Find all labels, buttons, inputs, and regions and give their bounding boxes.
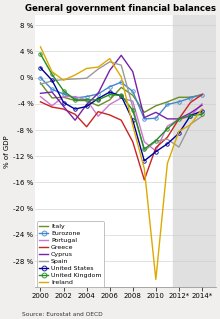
Text: Source: Eurostat and OECD: Source: Eurostat and OECD <box>22 312 103 317</box>
Bar <box>173 15 216 287</box>
Y-axis label: % of GDP: % of GDP <box>4 135 10 168</box>
Legend: Italy, Eurozone, Portugal, Greece, Cyprus, Spain, United States, United Kingdom,: Italy, Eurozone, Portugal, Greece, Cypru… <box>37 221 104 287</box>
Text: General government financial balances: General government financial balances <box>25 4 216 13</box>
